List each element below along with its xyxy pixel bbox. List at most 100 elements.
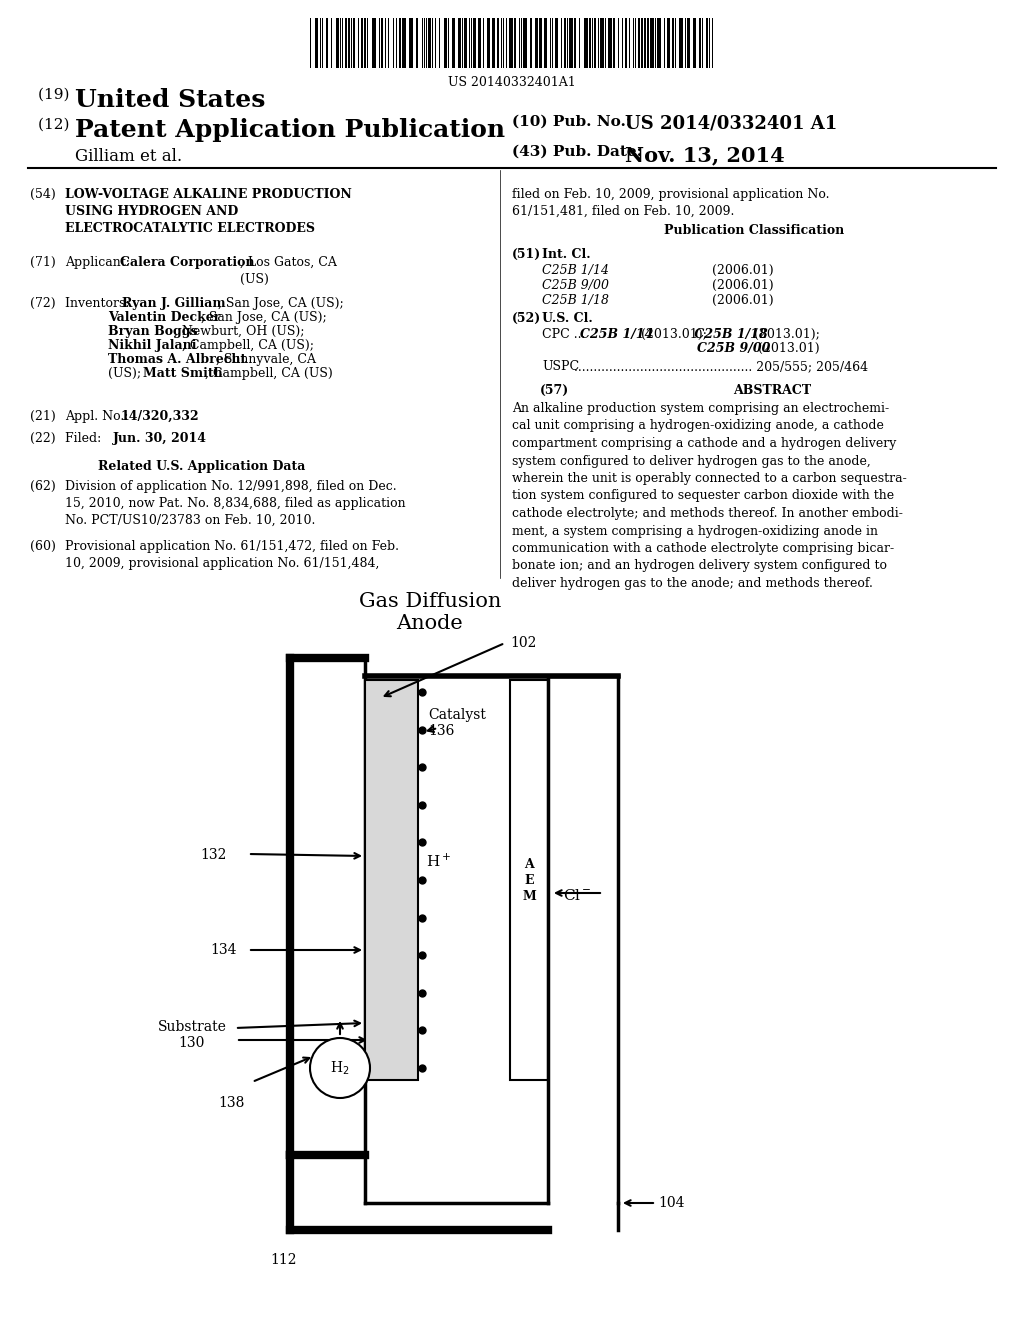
Text: Catalyst: Catalyst [428,708,485,722]
Text: Inventors:: Inventors: [65,297,133,310]
Text: Publication Classification: Publication Classification [664,224,844,238]
Bar [381,18,383,69]
Text: (2013.01);: (2013.01); [637,327,707,341]
Text: A
E
M: A E M [522,858,536,903]
Text: 104: 104 [658,1196,684,1210]
Text: Gas Diffusion: Gas Diffusion [358,591,501,611]
Text: Jun. 30, 2014: Jun. 30, 2014 [113,432,207,445]
Text: , San Jose, CA (US);: , San Jose, CA (US); [218,297,344,310]
Bar [569,18,573,69]
Text: 112: 112 [270,1253,297,1267]
Bar [478,18,481,69]
Text: U.S. Cl.: U.S. Cl. [542,312,593,325]
Text: (2013.01);: (2013.01); [750,327,820,341]
Bar [699,18,701,69]
Bar [641,18,643,69]
Text: (21): (21) [30,411,55,422]
Bar [487,18,490,69]
Text: USPC: USPC [542,360,580,374]
Text: (62): (62) [30,480,55,492]
Text: , Los Gatos, CA
(US): , Los Gatos, CA (US) [240,256,337,286]
Bar [539,18,542,69]
Text: , Newburt, OH (US);: , Newburt, OH (US); [174,325,304,338]
Text: .............................................. 205/555; 205/464: ........................................… [570,360,868,374]
Text: C25B 1/18: C25B 1/18 [690,327,768,341]
Text: , Sunnyvale, CA: , Sunnyvale, CA [216,352,316,366]
Text: 132: 132 [200,847,226,862]
Text: H$^+$: H$^+$ [426,853,452,870]
Text: (43) Pub. Date:: (43) Pub. Date: [512,145,642,158]
Bar [402,18,406,69]
Text: 14/320,332: 14/320,332 [120,411,199,422]
Text: An alkaline production system comprising an electrochemi-
cal unit comprising a : An alkaline production system comprising… [512,403,906,590]
Text: filed on Feb. 10, 2009, provisional application No.
61/151,481, filed on Feb. 10: filed on Feb. 10, 2009, provisional appl… [512,187,829,218]
Bar [326,18,328,69]
Bar [336,18,339,69]
Text: (57): (57) [540,384,569,397]
Bar [657,18,662,69]
Text: (71): (71) [30,256,55,269]
Text: LOW-VOLTAGE ALKALINE PRODUCTION
USING HYDROGEN AND
ELECTROCATALYTIC ELECTRODES: LOW-VOLTAGE ALKALINE PRODUCTION USING HY… [65,187,352,235]
Bar [574,18,575,69]
Text: (22): (22) [30,432,55,445]
Text: Gilliam et al.: Gilliam et al. [75,148,182,165]
Text: (19): (19) [38,88,75,102]
Text: Valentin Decker: Valentin Decker [108,312,220,323]
Bar [693,18,696,69]
Text: United States: United States [75,88,265,112]
Text: US 2014/0332401 A1: US 2014/0332401 A1 [625,115,838,133]
Text: (12): (12) [38,117,75,132]
Bar [409,18,413,69]
Text: (2013.01): (2013.01) [754,342,819,355]
Text: , Campbell, CA (US);: , Campbell, CA (US); [182,339,314,352]
Bar [644,18,646,69]
Bar [613,18,615,69]
Text: (72): (72) [30,297,55,310]
Bar [473,18,476,69]
Bar [514,18,516,69]
Text: C25B 1/14: C25B 1/14 [580,327,653,341]
Bar [444,18,447,69]
Text: , San Jose, CA (US);: , San Jose, CA (US); [201,312,327,323]
Text: C25B 1/18: C25B 1/18 [542,294,609,308]
Bar [399,18,401,69]
Text: US 20140332401A1: US 20140332401A1 [449,77,575,88]
Bar [416,18,418,69]
Bar [348,18,350,69]
Bar [667,18,670,69]
Bar [345,18,347,69]
Text: (52): (52) [512,312,542,325]
Text: (2006.01): (2006.01) [712,264,773,277]
Text: H$_2$: H$_2$ [331,1059,350,1077]
Text: Appl. No.:: Appl. No.: [65,411,132,422]
Text: (2006.01): (2006.01) [712,279,773,292]
Text: C25B 1/14: C25B 1/14 [542,264,609,277]
Text: C25B 9/00: C25B 9/00 [542,279,609,292]
Bar [315,18,318,69]
Bar [361,18,362,69]
Text: Thomas A. Albrecht: Thomas A. Albrecht [108,352,246,366]
Bar [353,18,355,69]
Text: Applicant:: Applicant: [65,256,134,269]
Bar [509,18,513,69]
Text: Related U.S. Application Data: Related U.S. Application Data [98,459,305,473]
Text: 136: 136 [428,723,455,738]
Bar [564,18,566,69]
Bar [706,18,708,69]
Bar [372,18,376,69]
Text: Calera Corporation: Calera Corporation [120,256,255,269]
Bar [625,18,627,69]
Bar [428,18,431,69]
Text: 138: 138 [218,1096,245,1110]
Text: , Campbell, CA (US): , Campbell, CA (US) [205,367,333,380]
Bar [608,18,612,69]
Bar [600,18,604,69]
Bar [672,18,674,69]
Text: Int. Cl.: Int. Cl. [542,248,591,261]
Text: (10) Pub. No.:: (10) Pub. No.: [512,115,632,129]
Text: 134: 134 [210,942,237,957]
Text: Ryan J. Gilliam: Ryan J. Gilliam [122,297,225,310]
Bar [464,18,467,69]
Bar [544,18,547,69]
Text: (54): (54) [30,187,55,201]
